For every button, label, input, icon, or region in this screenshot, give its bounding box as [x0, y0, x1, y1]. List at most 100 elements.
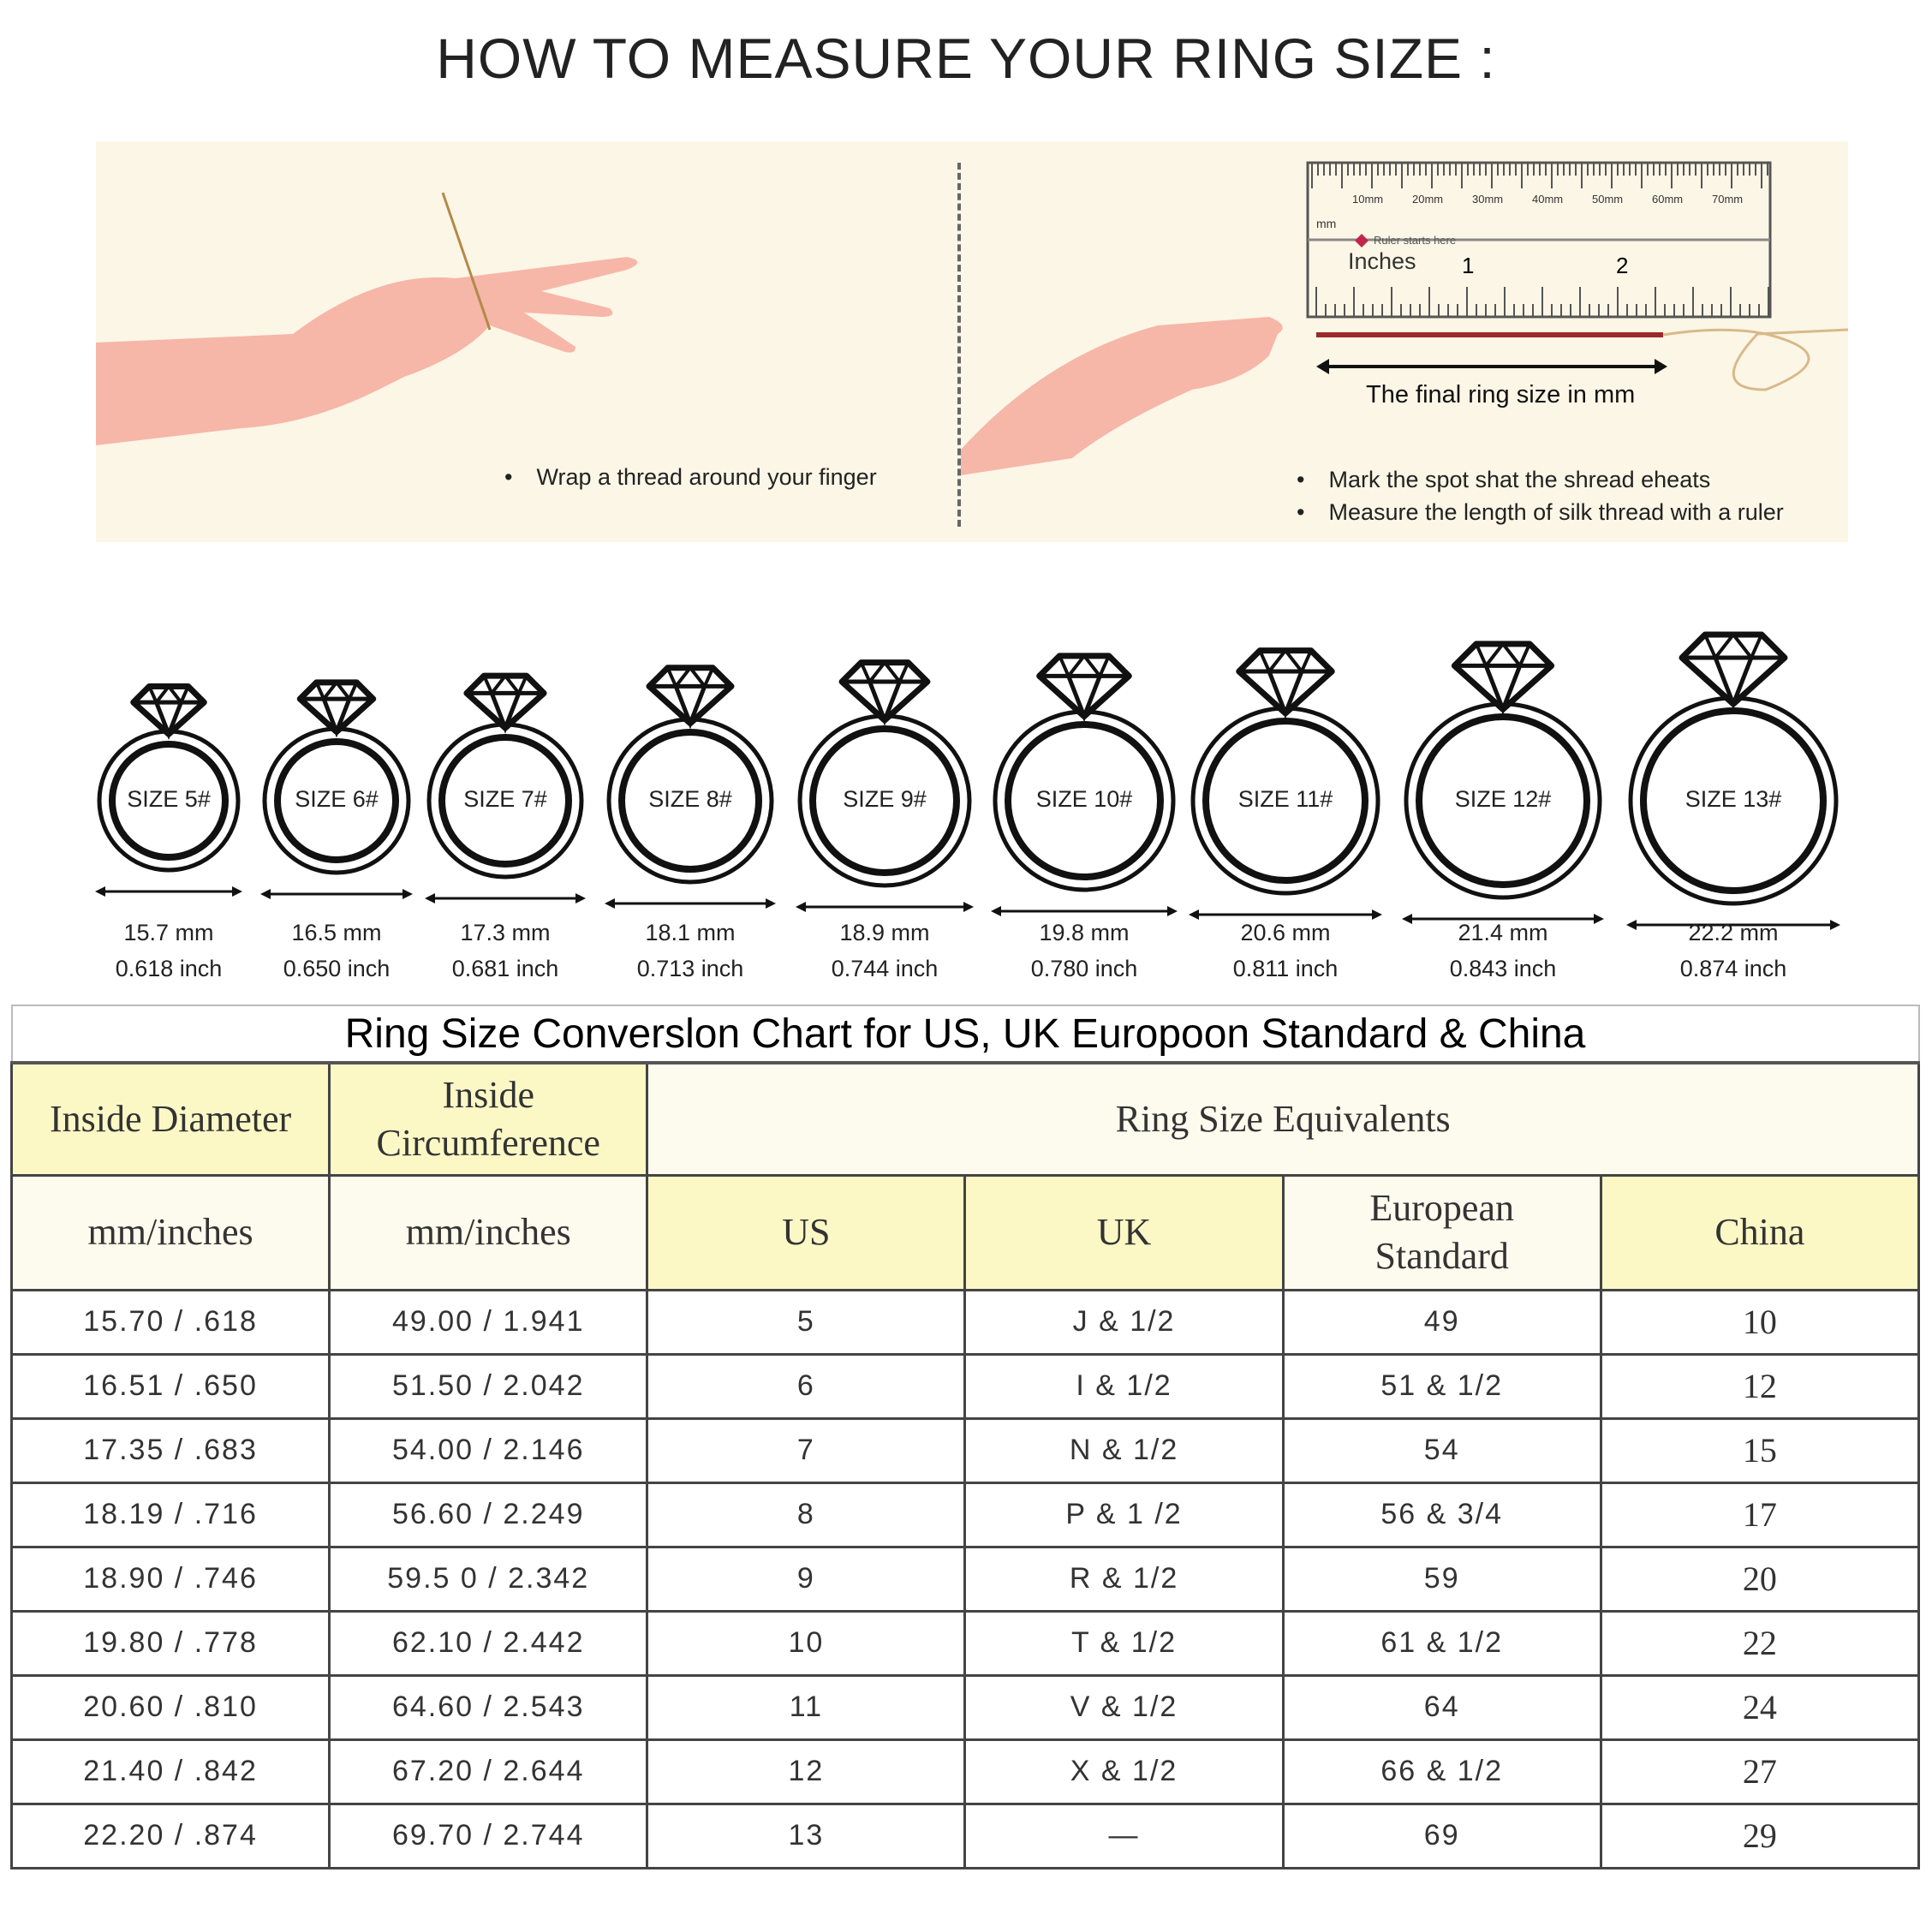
ruler-mm-tick: 40mm [1532, 193, 1564, 206]
ring-inch-value: 0.744 inch [831, 956, 939, 981]
table-cell: T & 1/2 [963, 1609, 1285, 1677]
table-cell: 64.60 / 2.543 [328, 1673, 649, 1741]
table-cell: 13 [646, 1802, 967, 1869]
ruler-caption: The final ring size in mm [1366, 381, 1636, 408]
table-cell: 18.90 / .746 [9, 1545, 331, 1613]
instruction-bullet: Wrap a thread around your finger [504, 464, 876, 491]
ruler-mm-tick: 60mm [1652, 193, 1684, 206]
table-title: Ring Size Converslon Chart for US, UK Eu… [10, 1005, 1920, 1064]
table-cell: J & 1/2 [963, 1288, 1285, 1356]
ring-size-label: SIZE 13# [1685, 786, 1782, 812]
diameter-arrow [605, 898, 776, 909]
table-cell: 62.10 / 2.442 [328, 1609, 649, 1677]
ring-mm-value: 22.2 mm [1688, 920, 1779, 945]
table-cell: 49.00 / 1.941 [328, 1288, 649, 1356]
ruler-mm-tick: 10mm [1352, 193, 1384, 206]
diameter-arrow [1189, 909, 1382, 920]
dashed-divider [957, 163, 961, 527]
hand-illustration [96, 161, 1848, 475]
ring-mm-value: 16.5 mm [291, 920, 382, 945]
table-cell: 69 [1281, 1802, 1602, 1869]
table-cell: 17 [1599, 1481, 1921, 1548]
ring-mm-value: 18.9 mm [839, 920, 930, 945]
table-cell: 16.51 / .650 [9, 1352, 331, 1420]
diameter-arrow [1402, 914, 1604, 924]
table-cell: 15.70 / .618 [9, 1288, 331, 1356]
ring-inch-value: 0.650 inch [283, 956, 391, 981]
table-cell: 51 & 1/2 [1281, 1352, 1602, 1420]
table-cell: 27 [1599, 1738, 1921, 1805]
ring-icon [1190, 647, 1380, 896]
table-cell: 9 [646, 1545, 967, 1613]
ring-inch-value: 0.811 inch [1232, 956, 1339, 981]
header-text: Standard [1374, 1235, 1509, 1277]
measuring-illustration: mm Ruler starts here Inches 10mm 20mm 30mm… [96, 141, 1848, 542]
ring-icon [1404, 641, 1602, 900]
table-cell: 10 [646, 1609, 967, 1677]
table-cell: V & 1/2 [963, 1673, 1285, 1741]
diameter-arrow [991, 906, 1178, 916]
ring-inch-value: 0.780 inch [1030, 956, 1138, 981]
table-row: 18.19 / .716 56.60 / 2.249 8 P & 1 /2 56 & 3… [9, 1481, 1921, 1548]
header-us: US [646, 1173, 967, 1291]
ruler-mm-tick: 20mm [1412, 193, 1444, 206]
ring-size-diagrams: SIZE 5# 15.7 mm 0.618 inch SIZE 6# 16.5 mm 0.… [0, 599, 1932, 993]
ruler-mm-tick: 70mm [1712, 193, 1744, 206]
table-cell: 59.5 0 / 2.342 [328, 1545, 649, 1613]
table-cell: 7 [646, 1416, 967, 1484]
diameter-arrow [95, 886, 242, 897]
ring-icon [797, 659, 972, 888]
header-unit: mm/inches [328, 1173, 649, 1291]
table-cell: 59 [1281, 1545, 1602, 1613]
header-european: European Standard [1281, 1173, 1602, 1291]
ruler-inch-tick: 2 [1616, 253, 1629, 278]
header-text: European [1369, 1187, 1514, 1229]
table-cell: P & 1 /2 [963, 1481, 1285, 1548]
table-cell: 12 [1599, 1352, 1921, 1420]
table-cell: 20 [1599, 1545, 1921, 1613]
table-cell: 54.00 / 2.146 [328, 1416, 649, 1484]
table-cell: 24 [1599, 1673, 1921, 1741]
header-unit: mm/inches [9, 1173, 331, 1291]
header-inside-diameter: Inside Diameter [9, 1061, 331, 1177]
table-cell: 6 [646, 1352, 967, 1420]
page-title: HOW TO MEASURE YOUR RING SIZE : [436, 27, 1496, 90]
ring-icon [426, 672, 584, 880]
table-cell: 51.50 / 2.042 [328, 1352, 649, 1420]
ring-icon [993, 653, 1176, 892]
table-cell: R & 1/2 [963, 1545, 1285, 1613]
table-cell: — [963, 1802, 1285, 1869]
table-row: 17.35 / .683 54.00 / 2.146 7 N & 1/2 54 15 [9, 1416, 1921, 1484]
diameter-arrow [260, 889, 413, 899]
table-cell: X & 1/2 [963, 1738, 1285, 1805]
instruction-bullet: Measure the length of silk thread with a… [1297, 499, 1783, 526]
table-cell: 22.20 / .874 [9, 1802, 331, 1869]
ring-size-label: SIZE 7# [463, 786, 547, 812]
ring-mm-value: 15.7 mm [123, 920, 214, 945]
ruler-mm-tick: 50mm [1592, 193, 1624, 206]
header-text: Inside [442, 1073, 534, 1116]
table-cell: I & 1/2 [963, 1352, 1285, 1420]
header-ring-size-equivalents: Ring Size Equivalents [646, 1061, 1920, 1177]
ring-size-label: SIZE 11# [1237, 786, 1333, 812]
table-cell: 12 [646, 1738, 967, 1805]
ring-size-label: SIZE 10# [1035, 786, 1133, 812]
table-row: 22.20 / .874 69.70 / 2.744 13—69 29 [9, 1802, 1921, 1869]
diameter-arrow [425, 893, 586, 903]
table-cell: 29 [1599, 1802, 1921, 1869]
ring-icon [1628, 631, 1839, 906]
header-inside-circumference: Inside Circumference [328, 1061, 649, 1177]
ring-mm-value: 21.4 mm [1458, 920, 1548, 945]
ruler-inch-tick: 1 [1462, 253, 1475, 278]
table-cell: 10 [1599, 1288, 1921, 1356]
ring-inch-value: 0.874 inch [1679, 956, 1787, 981]
table-row: 18.90 / .746 59.5 0 / 2.342 9 R & 1/2 59 20 [9, 1545, 1921, 1613]
ring-size-conversion-table: Ring Size Converslon Chart for US, UK Eu… [9, 1005, 1921, 1869]
ring-size-label: SIZE 12# [1454, 786, 1552, 812]
table-cell: 5 [646, 1288, 967, 1356]
header-text: Circumference [376, 1121, 600, 1164]
table-cell: 54 [1281, 1416, 1602, 1484]
ring-mm-value: 20.6 mm [1240, 920, 1331, 945]
table-cell: 17.35 / .683 [9, 1416, 331, 1484]
table-cell: N & 1/2 [963, 1416, 1285, 1484]
